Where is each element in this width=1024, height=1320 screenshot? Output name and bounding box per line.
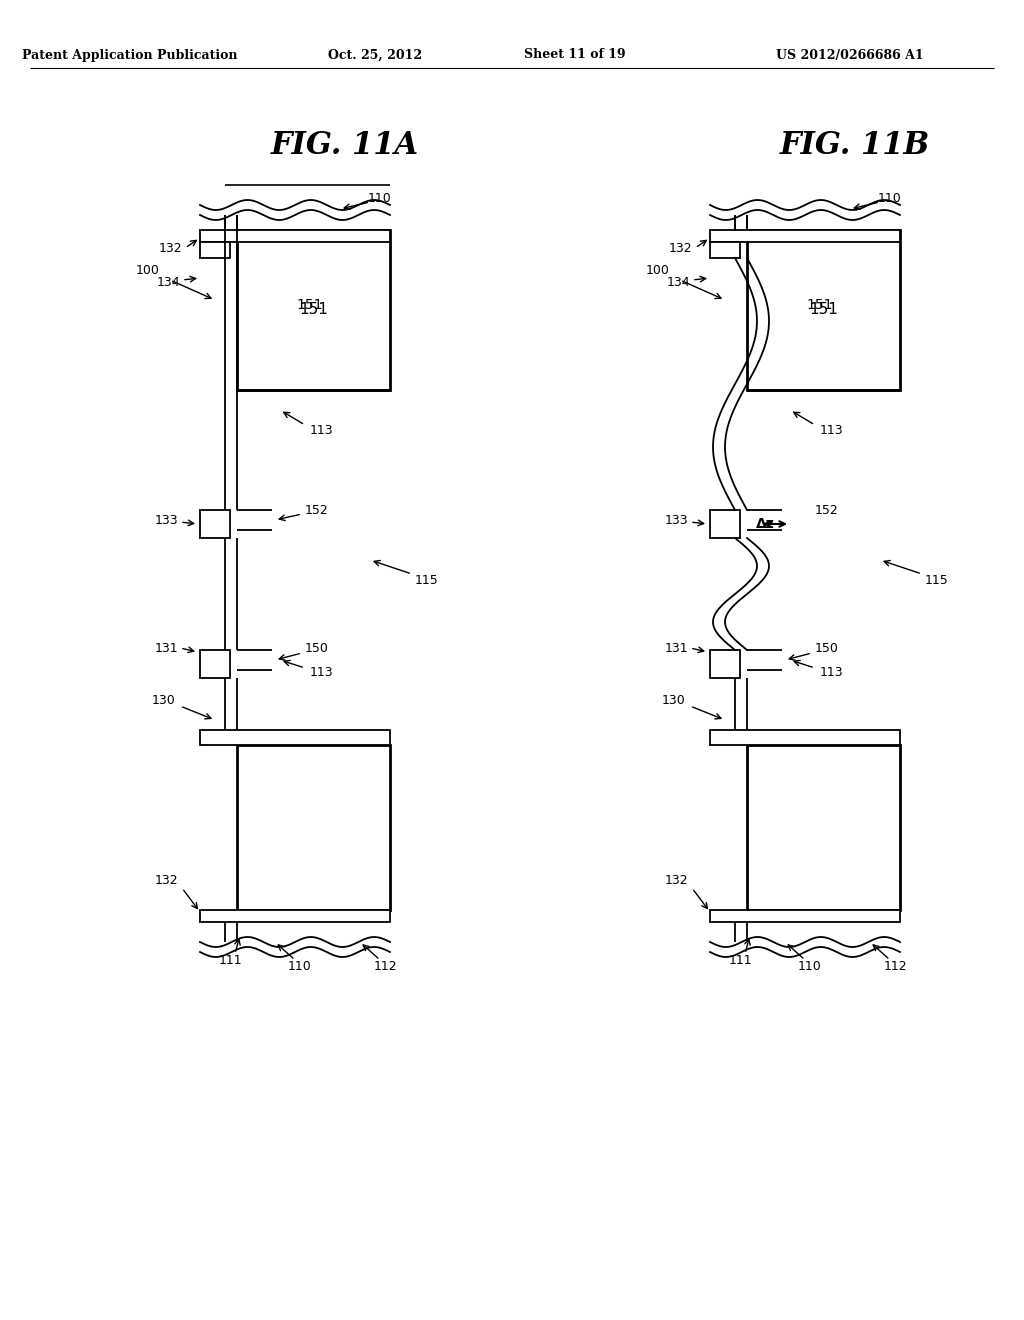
Text: FIG. 11B: FIG. 11B: [780, 129, 930, 161]
Bar: [710, 242, 740, 257]
Bar: [710, 510, 740, 539]
Bar: [710, 230, 900, 242]
Text: 131: 131: [665, 642, 688, 655]
Text: 132: 132: [155, 874, 178, 887]
Text: 100: 100: [136, 264, 160, 276]
Bar: [200, 242, 230, 257]
Text: 111: 111: [728, 953, 752, 966]
Bar: [200, 510, 230, 539]
Text: 134: 134: [667, 276, 690, 289]
Bar: [746, 744, 900, 909]
Bar: [237, 230, 390, 389]
Text: 151: 151: [809, 302, 838, 318]
Text: 152: 152: [305, 503, 329, 516]
Bar: [200, 909, 390, 921]
Text: 132: 132: [665, 874, 688, 887]
Text: 110: 110: [288, 960, 312, 973]
Bar: [710, 730, 900, 744]
Bar: [746, 230, 900, 389]
Text: 130: 130: [152, 693, 175, 706]
Text: 113: 113: [820, 424, 844, 437]
Text: 150: 150: [305, 642, 329, 655]
Text: 113: 113: [310, 424, 334, 437]
Bar: [200, 230, 390, 242]
Text: 110: 110: [798, 960, 822, 973]
Text: 151: 151: [297, 298, 324, 312]
Text: 110: 110: [879, 191, 902, 205]
Text: 100: 100: [646, 264, 670, 276]
Text: Patent Application Publication: Patent Application Publication: [23, 49, 238, 62]
Bar: [237, 744, 390, 909]
Text: 113: 113: [310, 665, 334, 678]
Text: 112: 112: [883, 960, 907, 973]
Text: Sheet 11 of 19: Sheet 11 of 19: [524, 49, 626, 62]
Text: 134: 134: [157, 276, 180, 289]
Text: 133: 133: [665, 513, 688, 527]
Text: 151: 151: [807, 298, 834, 312]
Text: 150: 150: [815, 642, 839, 655]
Text: 115: 115: [925, 573, 949, 586]
Text: 113: 113: [820, 665, 844, 678]
Text: 152: 152: [815, 503, 839, 516]
Text: Δz: Δz: [757, 517, 775, 531]
Text: 131: 131: [155, 642, 178, 655]
Text: 133: 133: [155, 513, 178, 527]
Bar: [710, 649, 740, 678]
Text: 132: 132: [159, 242, 182, 255]
Bar: [200, 730, 390, 744]
Text: 130: 130: [662, 693, 685, 706]
Text: 112: 112: [373, 960, 397, 973]
Text: 115: 115: [415, 573, 438, 586]
Bar: [710, 909, 900, 921]
Text: 111: 111: [218, 953, 242, 966]
Text: Oct. 25, 2012: Oct. 25, 2012: [328, 49, 422, 62]
Bar: [200, 649, 230, 678]
Text: 110: 110: [368, 191, 392, 205]
Text: 132: 132: [669, 242, 692, 255]
Text: FIG. 11A: FIG. 11A: [271, 129, 419, 161]
Text: 151: 151: [299, 302, 328, 318]
Text: US 2012/0266686 A1: US 2012/0266686 A1: [776, 49, 924, 62]
